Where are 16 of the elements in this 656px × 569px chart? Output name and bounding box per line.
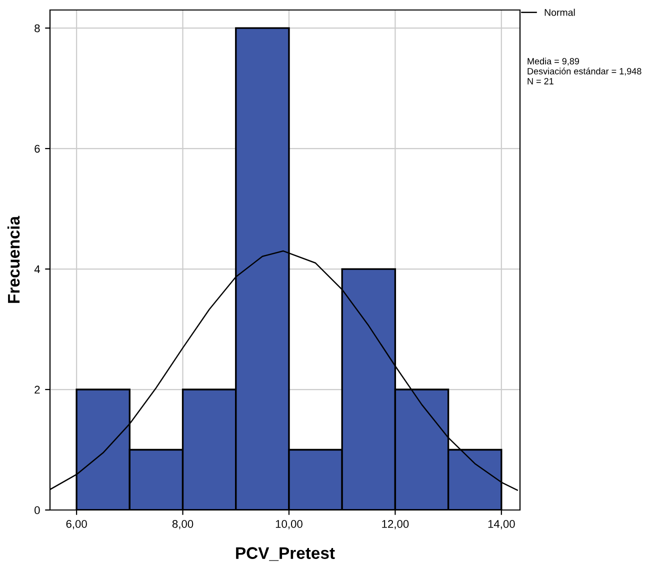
y-tick-label: 8 xyxy=(34,24,40,32)
x-tick-label: 12,00 xyxy=(382,520,409,530)
text: Desviación estándar = 1,948 xyxy=(528,68,642,76)
x-tick-label: 10,00 xyxy=(276,520,302,530)
x-tick-label: 6,00 xyxy=(66,520,87,530)
x-tick-label: 8,00 xyxy=(172,520,194,530)
x-axis-title: PCV_Pretest xyxy=(236,547,335,561)
y-axis-title: Frecuencia xyxy=(7,216,20,303)
text: Media = 9,89 xyxy=(528,58,580,66)
x-tick-label: 14,00 xyxy=(488,520,515,530)
text: N = 21 xyxy=(528,78,554,84)
y-tick-label: 6 xyxy=(34,144,40,153)
y-tick-label: 4 xyxy=(34,265,40,274)
y-tick-label: 0 xyxy=(34,506,40,514)
y-tick-label: 2 xyxy=(34,386,40,394)
legend-label: Normal xyxy=(544,8,575,16)
